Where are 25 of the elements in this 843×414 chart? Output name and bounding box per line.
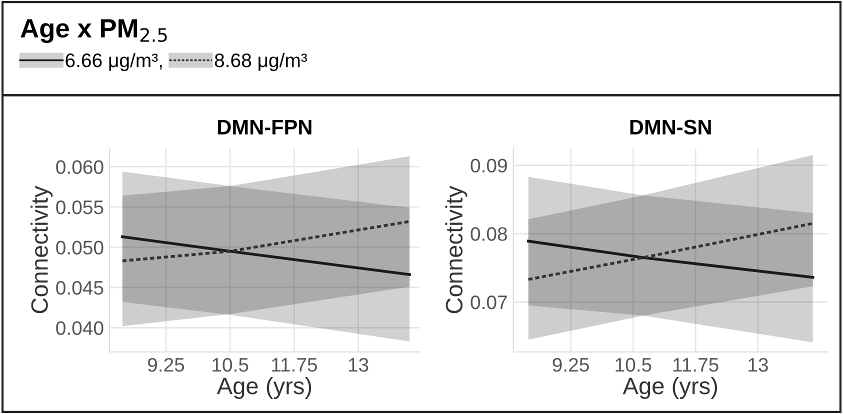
y-tick-label: 0.060 bbox=[56, 160, 104, 174]
y-tick-label: 0.07 bbox=[470, 295, 507, 310]
chart-title: DMN-FPN bbox=[218, 120, 312, 134]
y-tick-label: 0.055 bbox=[56, 200, 104, 214]
x-tick-label: 9.25 bbox=[148, 358, 184, 372]
chart-title: DMN-SN bbox=[630, 120, 711, 135]
y-tick-label: 0.040 bbox=[56, 321, 104, 335]
x-tick-label: 13 bbox=[348, 358, 368, 372]
y-tick-label: 0.050 bbox=[56, 240, 104, 254]
x-axis-title: Age (yrs) bbox=[216, 376, 312, 399]
legend-label: 6.66 μg/m³, bbox=[66, 52, 162, 72]
y-axis-title: Connectivity bbox=[30, 186, 53, 314]
y-tick-label: 0.045 bbox=[56, 280, 104, 295]
x-tick-label: 11.75 bbox=[673, 358, 718, 372]
legend-title: Age x PM$_{2.5}$ bbox=[20, 19, 167, 43]
y-tick-label: 0.08 bbox=[470, 227, 507, 241]
x-tick-label: 13 bbox=[748, 358, 768, 372]
x-tick-label: 10.5 bbox=[212, 358, 248, 372]
y-axis-title: Connectivity bbox=[445, 186, 468, 314]
y-tick-label: 0.09 bbox=[470, 158, 507, 173]
x-tick-label: 9.25 bbox=[552, 358, 589, 372]
x-tick-label: 11.75 bbox=[272, 358, 317, 372]
legend-label: 8.68 μg/m³ bbox=[214, 52, 307, 72]
x-tick-label: 10.5 bbox=[616, 358, 652, 372]
x-axis-title: Age (yrs) bbox=[622, 376, 718, 399]
